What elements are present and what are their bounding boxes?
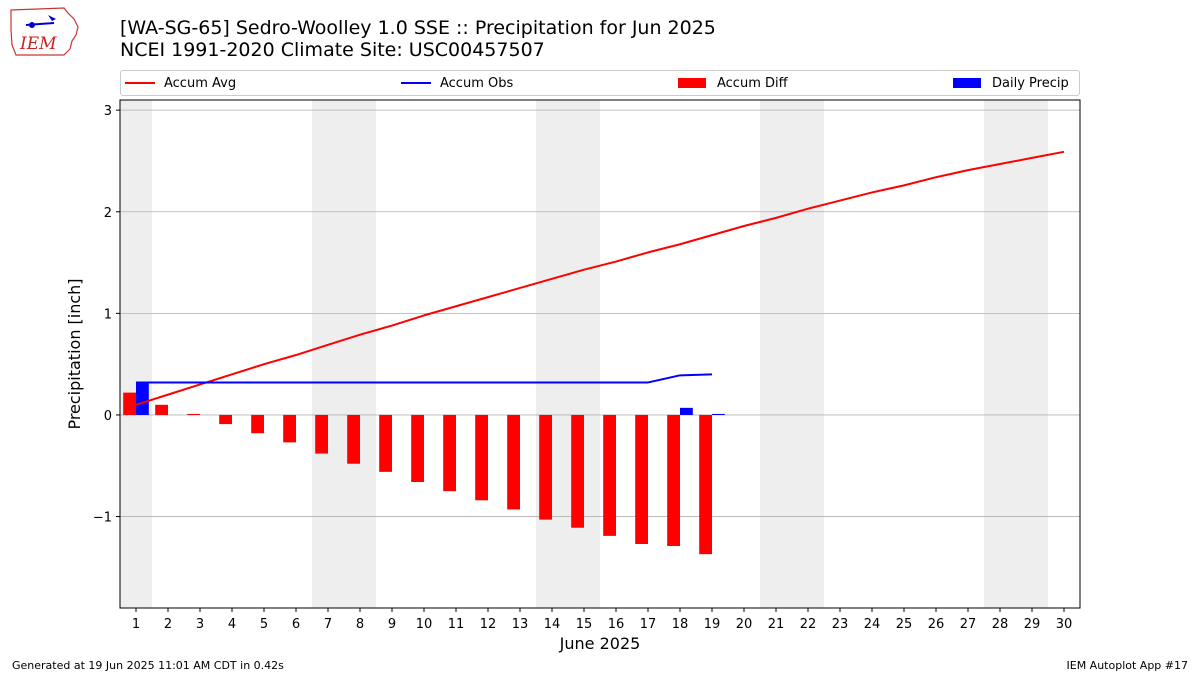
x-tick-label: 28	[992, 617, 1009, 632]
weekend-shading	[120, 100, 1048, 608]
daily-precip-bar	[136, 382, 149, 415]
accum-diff-bar	[155, 404, 168, 415]
x-tick-label: 13	[512, 617, 529, 632]
y-tick-label: 2	[104, 206, 112, 221]
accum-diff-bar	[571, 414, 584, 528]
legend-label: Accum Obs	[440, 75, 514, 91]
legend-label: Accum Diff	[717, 75, 788, 91]
lines	[135, 150, 1065, 406]
x-tick-label: 14	[544, 617, 561, 632]
plot-frame	[119, 99, 1081, 609]
x-tick-label: 4	[228, 617, 236, 632]
accum-diff-bar	[475, 414, 488, 501]
x-tick-label: 10	[416, 617, 433, 632]
footer-generated: Generated at 19 Jun 2025 11:01 AM CDT in…	[12, 659, 284, 672]
accum-diff-bar	[411, 414, 424, 483]
footer-app: IEM Autoplot App #17	[1066, 659, 1189, 672]
x-tick-label: 16	[608, 617, 625, 632]
x-tick-label: 25	[896, 617, 913, 632]
daily-precip-bar	[712, 413, 725, 415]
weekend-band	[760, 100, 824, 608]
legend-item-daily-precip: Daily Precip	[953, 71, 1069, 95]
accum-diff-bar	[315, 414, 328, 454]
gridlines	[120, 109, 1080, 517]
iem-logo: IEM	[10, 7, 79, 56]
accum-diff-bar	[699, 414, 712, 555]
accum-diff-bar	[539, 414, 552, 520]
chart-title: [WA-SG-65] Sedro-Woolley 1.0 SSE :: Prec…	[120, 17, 716, 61]
x-tick-label: 7	[324, 617, 332, 632]
x-tick-label: 2	[164, 617, 172, 632]
accum-diff-bar	[251, 414, 264, 434]
x-tick-label: 12	[480, 617, 497, 632]
x-axis-label: June 2025	[559, 634, 641, 653]
x-tick-label: 21	[768, 617, 785, 632]
legend-item-accum-diff: Accum Diff	[678, 71, 788, 95]
y-tick-label: −1	[93, 511, 112, 526]
accum-obs-line	[136, 373, 713, 384]
legend-swatch-accum-diff	[678, 78, 706, 88]
y-tick-label: 3	[104, 104, 112, 119]
x-tick-label: 30	[1056, 617, 1073, 632]
x-tick-label: 17	[640, 617, 657, 632]
legend-item-accum-obs: Accum Obs	[401, 71, 513, 95]
legend-swatch-daily-precip	[953, 78, 981, 88]
accum-diff-bar	[603, 414, 616, 536]
accum-diff-bar	[219, 414, 232, 425]
x-tick-label: 11	[448, 617, 465, 632]
x-tick-label: 27	[960, 617, 977, 632]
weekend-band	[120, 100, 152, 608]
y-tick-label: 0	[104, 409, 112, 424]
x-tick-label: 9	[388, 617, 396, 632]
y-axis-label: Precipitation [inch]	[65, 278, 84, 429]
accum-diff-bar	[123, 392, 136, 415]
weekend-band	[536, 100, 600, 608]
legend-label: Accum Avg	[164, 75, 237, 91]
x-tick-label: 3	[196, 617, 204, 632]
x-tick-label: 1	[132, 617, 140, 632]
legend-item-accum-avg: Accum Avg	[125, 71, 236, 95]
y-tick-label: 1	[104, 307, 112, 322]
accum-diff-bar	[667, 414, 680, 547]
x-tick-label: 23	[832, 617, 849, 632]
accum-diff-bar	[443, 414, 456, 492]
title-line-2: NCEI 1991-2020 Climate Site: USC00457507	[120, 39, 545, 61]
accum-diff-bar	[379, 414, 392, 472]
logo-text: IEM	[19, 34, 57, 54]
title-line-1: [WA-SG-65] Sedro-Woolley 1.0 SSE :: Prec…	[120, 17, 716, 39]
daily-precip-bar	[680, 407, 693, 415]
accum-diff-bar	[283, 414, 296, 443]
x-tick-label: 15	[576, 617, 593, 632]
legend-swatch-accum-avg	[125, 82, 155, 84]
bars	[123, 382, 725, 555]
weekend-band	[984, 100, 1048, 608]
x-tick-label: 22	[800, 617, 817, 632]
accum-diff-bar	[635, 414, 648, 544]
x-tick-label: 6	[292, 617, 300, 632]
x-tick-label: 19	[704, 617, 721, 632]
x-tick-label: 26	[928, 617, 945, 632]
weekend-band	[312, 100, 376, 608]
accum-diff-bar	[347, 414, 360, 464]
x-tick-label: 20	[736, 617, 753, 632]
legend-label: Daily Precip	[992, 75, 1069, 91]
x-tick-label: 29	[1024, 617, 1041, 632]
accum-diff-bar	[507, 414, 520, 510]
legend-swatch-accum-obs	[401, 82, 431, 84]
accum-diff-bar	[187, 413, 200, 415]
accum-avg-line	[135, 150, 1065, 406]
x-tick-label: 18	[672, 617, 689, 632]
x-tick-label: 24	[864, 617, 881, 632]
x-tick-label: 8	[356, 617, 364, 632]
iowa-outline	[10, 7, 79, 56]
legend: Accum Avg Accum Obs Accum Diff Daily Pre…	[120, 70, 1080, 96]
x-tick-label: 5	[260, 617, 268, 632]
